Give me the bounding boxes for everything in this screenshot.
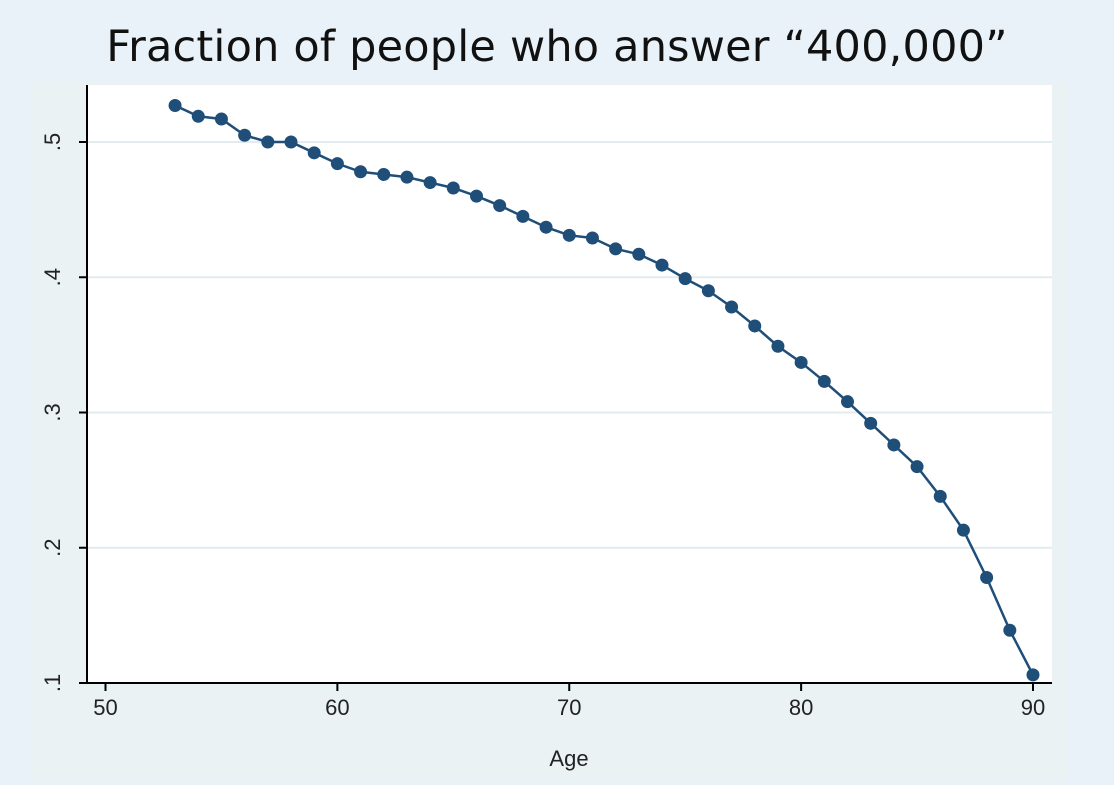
data-point — [701, 284, 715, 298]
data-point — [817, 374, 831, 388]
data-point — [168, 98, 182, 112]
chart-panel: .1 .2 .3 .4 .5 50 60 70 80 90 Age — [32, 82, 1068, 782]
data-point — [214, 112, 228, 126]
data-point — [1026, 668, 1040, 682]
data-point — [191, 109, 205, 123]
y-tick-label: .5 — [40, 133, 65, 151]
data-point — [632, 247, 646, 261]
data-point — [400, 170, 414, 184]
data-point — [864, 416, 878, 430]
x-axis-label: Age — [549, 746, 588, 771]
data-point — [539, 220, 553, 234]
data-point — [354, 165, 368, 179]
data-point — [330, 157, 344, 171]
data-point — [794, 355, 808, 369]
line-chart: .1 .2 .3 .4 .5 50 60 70 80 90 Age — [40, 85, 1052, 771]
x-tick-label: 60 — [325, 695, 349, 720]
data-point — [446, 181, 460, 195]
plot-area — [87, 85, 1052, 683]
x-tick-label: 70 — [557, 695, 581, 720]
data-point — [261, 135, 275, 149]
data-point — [655, 258, 669, 272]
data-point — [423, 176, 437, 190]
data-point — [238, 128, 252, 142]
data-point — [678, 272, 692, 286]
data-point — [516, 209, 530, 223]
y-tick-label: .1 — [40, 674, 65, 692]
data-point — [377, 167, 391, 181]
data-point — [841, 395, 854, 409]
axes: .1 .2 .3 .4 .5 50 60 70 80 90 — [40, 85, 1052, 720]
data-point — [470, 189, 483, 203]
data-point — [771, 339, 785, 353]
series-group — [168, 98, 1040, 682]
data-point — [933, 489, 947, 503]
data-point — [1003, 623, 1017, 637]
y-tick-label: .2 — [40, 539, 65, 557]
data-point — [562, 228, 576, 242]
data-point — [725, 300, 739, 314]
data-point — [585, 231, 599, 245]
data-point — [910, 460, 924, 474]
data-point — [493, 199, 507, 213]
data-point — [748, 319, 762, 333]
data-point — [887, 438, 901, 452]
y-tick-label: .3 — [40, 403, 65, 421]
data-point — [307, 146, 321, 160]
x-tick-label: 90 — [1021, 695, 1045, 720]
data-point — [956, 523, 970, 537]
data-point — [980, 571, 994, 585]
data-point — [609, 242, 623, 256]
x-tick-label: 80 — [789, 695, 813, 720]
chart-title: Fraction of people who answer “400,000” — [106, 22, 1008, 72]
x-tick-label: 50 — [93, 695, 117, 720]
data-point — [284, 135, 298, 149]
y-tick-label: .4 — [40, 268, 65, 286]
